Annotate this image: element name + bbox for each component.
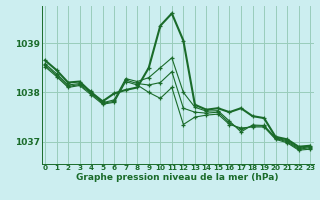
X-axis label: Graphe pression niveau de la mer (hPa): Graphe pression niveau de la mer (hPa) xyxy=(76,173,279,182)
